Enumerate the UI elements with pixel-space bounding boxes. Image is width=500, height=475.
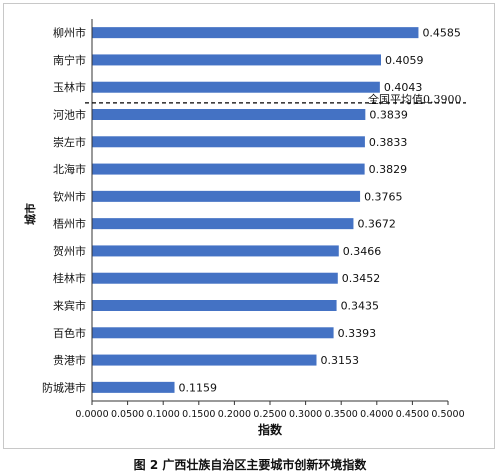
bar [92, 109, 366, 120]
bar [92, 163, 365, 175]
category-label: 来宾市 [53, 299, 86, 313]
bar [92, 190, 361, 202]
bar [92, 300, 337, 311]
bar-chart: 柳州市南宁市玉林市河池市崇左市北海市钦州市梧州市贺州市桂林市来宾市百色市贵港市防… [23, 19, 466, 437]
x-tick-label: 0.2500 [253, 409, 286, 420]
x-tick-label: 0.3500 [325, 409, 358, 420]
value-label: 0.3839 [369, 109, 408, 122]
x-tick-label: 0.0500 [111, 409, 144, 420]
category-label: 百色市 [53, 326, 86, 340]
value-labels: 0.4585 0.4059 0.4043 0.3839 0.3833 0.3829 0.37… [179, 27, 461, 395]
bar [92, 218, 354, 230]
x-tick-label: 0.0000 [75, 409, 108, 420]
bar [92, 245, 339, 257]
bar [92, 272, 338, 284]
category-labels: 柳州市南宁市玉林市河池市崇左市北海市钦州市梧州市贺州市桂林市来宾市百色市贵港市防… [42, 26, 86, 395]
category-label: 贺州市 [53, 244, 86, 258]
x-tick-label: 0.4000 [360, 409, 393, 420]
value-label: 0.4585 [422, 27, 461, 40]
value-label: 0.3672 [357, 218, 396, 231]
bars-layer [92, 27, 419, 393]
value-label: 0.3765 [364, 190, 403, 203]
bar [92, 381, 175, 393]
category-label: 柳州市 [53, 26, 86, 40]
bar [92, 54, 382, 66]
bar [92, 27, 419, 39]
x-tick-label: 0.4500 [396, 409, 429, 420]
x-tick-labels: 0.0000 0.0500 0.1000 0.1500 0.2000 0.2500 0.30… [75, 401, 465, 420]
category-label: 钦州市 [53, 189, 86, 203]
x-tick-label: 0.2000 [218, 409, 251, 420]
average-reference-label: 全国平均值0.3900 [368, 92, 462, 106]
x-axis-title: 指数 [258, 422, 283, 437]
value-label: 0.3393 [338, 327, 377, 340]
x-tick-label: 0.1000 [147, 409, 180, 420]
bar [92, 81, 380, 93]
value-label: 0.3452 [342, 272, 381, 285]
value-label: 0.4059 [385, 54, 424, 67]
x-tick-label: 0.3000 [289, 409, 322, 420]
bar [92, 136, 365, 148]
category-label: 北海市 [53, 162, 86, 176]
y-axis-title: 城市 [23, 203, 37, 225]
value-label: 0.3153 [320, 354, 359, 367]
category-label: 梧州市 [53, 217, 86, 231]
category-label: 贵港市 [53, 353, 86, 367]
figure-caption: 图 2 广西壮族自治区主要城市创新环境指数 [133, 458, 367, 472]
category-label: 河池市 [53, 108, 86, 122]
category-label: 崇左市 [53, 135, 86, 149]
value-label: 0.1159 [179, 381, 218, 394]
category-label: 桂林市 [53, 271, 86, 285]
category-label: 玉林市 [53, 80, 86, 94]
category-label: 防城港市 [42, 380, 86, 394]
bar [92, 327, 334, 339]
value-label: 0.3466 [343, 245, 382, 258]
value-label: 0.3833 [369, 136, 408, 149]
value-label: 0.3829 [369, 163, 408, 176]
x-tick-label: 0.1500 [182, 409, 215, 420]
bar [92, 354, 317, 366]
value-label: 0.4043 [384, 81, 423, 94]
value-label: 0.3435 [341, 300, 380, 313]
category-label: 南宁市 [53, 53, 86, 67]
x-tick-label: 0.5000 [431, 409, 464, 420]
